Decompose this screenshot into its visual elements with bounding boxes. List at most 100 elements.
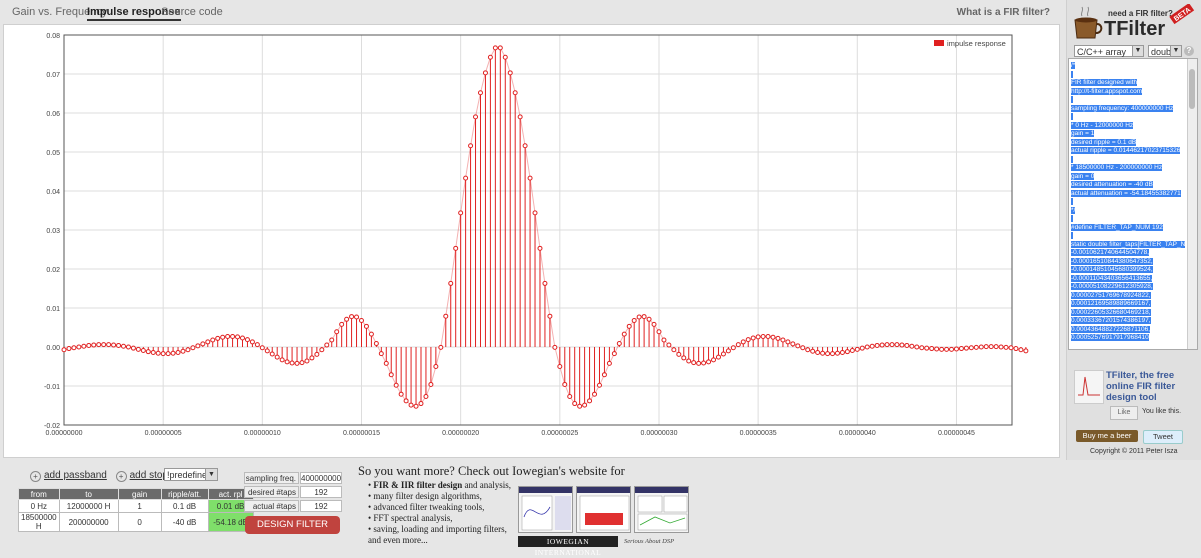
iowegian-logo[interactable]: IOWEGIAN INTERNATIONAL [518,536,618,557]
col-header: from [18,488,60,500]
bottom-controls: + add passband + add stopband !predefined … [0,460,1201,557]
stem-point [497,45,503,51]
tab-impulse-response[interactable]: Impulse response [87,6,181,21]
add-stopband-link[interactable]: add stopband [129,470,191,481]
like-button[interactable]: Like [1110,406,1138,420]
band-gain-input[interactable]: 0 [117,512,162,532]
tfilter-ad-title[interactable]: TFilter, the free online FIR filter desi… [1106,370,1176,403]
stem-point [175,349,181,355]
code-line: 0.00002751769678924822, [1071,291,1151,299]
stem-point [963,345,969,351]
predefined-select[interactable]: !predefined ▼ [164,468,218,481]
band-add-links: + add passband + add stopband [30,470,196,482]
y-tick-label: 0.03 [46,228,60,235]
stem-point [502,54,508,60]
code-line: -0.0010621740644504778, [1071,249,1150,256]
stem-point [279,357,285,363]
buy-me-a-beer-button[interactable]: Buy me a beer [1076,430,1138,442]
stem-point [61,347,67,353]
what-is-fir-link[interactable]: What is a FIR filter? [956,7,1050,18]
code-line [1071,155,1185,165]
stem-point [993,344,999,350]
band-from-input[interactable]: 18500000 H [18,512,60,532]
y-tick-label: 0.00 [46,345,60,352]
help-icon[interactable]: ? [1184,46,1194,56]
stem-point [869,343,875,349]
stem-point [849,348,855,354]
stem-point [889,342,895,348]
stem-point [810,348,816,354]
source-code-textarea[interactable]: /* FIR filter designed with http://t-filt… [1068,58,1198,350]
logo-name: TFilter [1104,18,1165,40]
x-tick-label: 0.00000045 [938,430,975,437]
stem-point [284,359,290,365]
screenshot-thumbnail[interactable] [634,486,689,533]
impulse-response-line [63,47,1027,407]
stem-point [289,360,295,366]
tab-gain-vs-frequency[interactable]: Gain vs. Frequency [12,6,108,18]
y-tick-label: 0.04 [46,189,60,196]
stem-point [656,329,662,335]
stem-point [91,342,97,348]
code-line: -0.00016510844380647352, [1071,257,1153,265]
predefined-value: !predefined [167,470,213,480]
top-tab-bar: Gain vs. Frequency Impulse response Sour… [0,0,1064,22]
code-line: * 18500000 Hz - 200000000 Hz [1071,164,1163,171]
tfilter-thumbnail-image [1074,370,1104,404]
sampling-freq-input[interactable]: 400000000 [300,472,342,484]
desired-taps-input[interactable]: 192 [300,486,342,498]
stem-point [180,348,186,354]
code-scrollbar[interactable] [1187,59,1197,349]
band-gain-input[interactable]: 1 [117,499,162,513]
screenshot-thumbnail[interactable] [576,486,631,533]
band-ripple-input[interactable]: 0.1 dB [160,499,209,513]
stem-point [329,337,335,343]
stem-point [354,314,360,320]
x-tick-label: 0.00000000 [46,430,83,437]
y-tick-label: 0.08 [46,33,60,40]
tab-source-code[interactable]: Source code [161,6,223,18]
stem-point [552,344,558,350]
band-attenuation-input[interactable]: -40 dB [160,512,209,532]
output-format-select[interactable]: C/C++ array ▼ [1074,45,1144,57]
col-header: to [58,488,119,500]
stem-point [339,321,345,327]
x-tick-label: 0.00000030 [640,430,677,437]
band-to-input[interactable]: 12000000 H [58,499,119,513]
stem-point [309,355,315,361]
stem-point [983,344,989,350]
stem-point [408,402,414,408]
stem-point [477,90,483,96]
list-item: and even more... [368,535,428,545]
stem-point [577,403,583,409]
stem-point [86,342,92,348]
stem-point [150,349,156,355]
tweet-button[interactable]: Tweet [1143,430,1183,444]
stem-point [715,354,721,360]
code-line: gain = 0 [1071,172,1095,180]
stem-point [988,344,994,350]
number-type-select[interactable]: double ▼ [1148,45,1182,57]
code-line: actual ripple = 0.01446217023715326 [1071,147,1181,154]
band-from-input[interactable]: 0 Hz [18,499,60,513]
add-passband-link[interactable]: add passband [44,470,107,481]
stem-point [398,391,404,397]
chart-grid [63,34,1012,426]
design-filter-button[interactable]: DESIGN FILTER [245,516,340,534]
stem-point [200,341,206,347]
screenshot-thumbnail[interactable] [518,486,573,533]
iowegian-screenshots[interactable]: IOWEGIAN INTERNATIONAL Serious About DSP [518,486,698,557]
stem-point [106,342,112,348]
stem-point [646,316,652,322]
stem-point [225,333,231,339]
stem-point [215,335,221,341]
stem-point [686,358,692,364]
stem-point [259,345,265,351]
band-to-input[interactable]: 200000000 [58,512,119,532]
code-line: #define FILTER_TAP_NUM 192 [1071,223,1163,231]
table-row: 0 Hz 12000000 H 1 0.1 dB 0.01 dB [18,499,267,513]
impulse-response-chart: -0.02 -0.01 0.00 0.01 0.02 0.03 0.04 0.05 0.06 0.… [44,33,1029,437]
stem-point [170,350,176,356]
output-format-value: C/C++ array [1077,47,1127,57]
tfilter-logo[interactable]: need a FIR filter? TFilter BETA [1072,3,1196,40]
